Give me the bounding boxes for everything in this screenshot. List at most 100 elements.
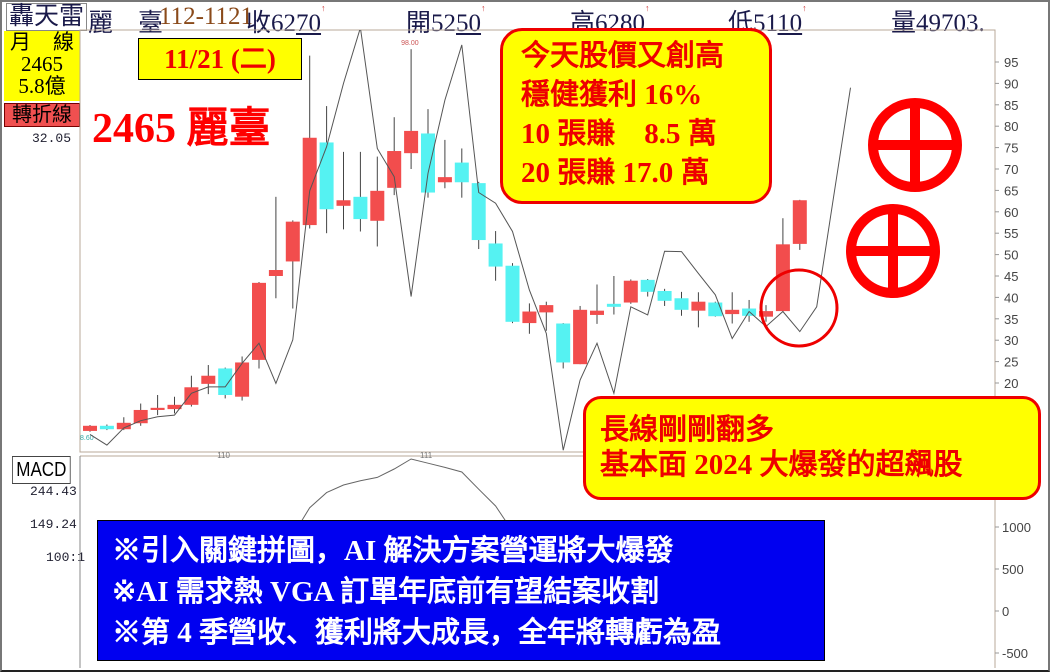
candle [404,49,419,169]
candle-body-up [201,375,216,384]
candle [759,305,773,322]
low-dec: 10 [777,10,803,37]
y-tick-label: 55 [1004,226,1018,241]
candle [708,301,723,317]
candle-body-up [167,404,182,410]
turning-line-path [89,30,851,451]
candle [573,305,588,365]
candle-body-down [99,425,114,430]
candle [725,292,740,324]
candle [387,117,402,196]
period-label-2: 線 [53,30,74,54]
low-price: 低5110↑ [728,3,807,37]
y-tick-label: 90 [1004,76,1018,91]
close-price: 收6270↑ [246,3,326,37]
y-tick-label: 60 [1004,205,1018,220]
candle-body-down [505,265,520,322]
trade-amount: 5.8億 [18,74,66,98]
price-label: 8.60 [80,435,94,442]
macd-value-1: 244.43 [30,484,77,499]
macd-tick-label: -500 [1002,646,1028,661]
date-label: 11/21 (二) [138,38,302,80]
y-tick-label: 70 [1004,162,1018,177]
price-label: 98.00 [401,40,419,47]
macd-value-2: 149.24 [30,517,77,532]
callout-line: 穩健獲利 16% [521,79,703,111]
candle [99,424,114,431]
profit-callout: 今天股價又創高 穩健獲利 16% 10 張賺 8.5 萬 20 張賺 17.0 … [500,28,772,204]
x-axis: 110 111 [217,451,433,460]
x-tick-label: 110 [217,451,230,460]
y-axis: 95 90 85 80 75 70 65 60 55 50 45 40 35 30 25 20 [995,55,1018,391]
candle-body-up [184,387,199,405]
candle-body-down [640,279,655,292]
candle [454,148,469,198]
y-tick-label: 20 [1004,376,1018,391]
candle [775,218,790,312]
macd-line [292,458,513,536]
candle-body-up [437,177,452,183]
y-tick-label: 85 [1004,98,1018,113]
y-tick-label: 35 [1004,312,1018,327]
x-tick-label: 111 [420,451,433,460]
callout-line: 今天股價又創高 [521,40,725,72]
news-line: ※第 4 季營收、獲利將大成長，全年將轉虧為盈 [112,617,722,649]
stock-code: 2465 [21,52,63,76]
candle [336,151,351,230]
candles: 98.00 8.60 [80,40,807,442]
candle [319,106,334,234]
news-line: ※引入關鍵拼圖，AI 解決方案營運將大爆發 [112,535,674,567]
candle-body-up [336,200,351,206]
candle [488,231,503,281]
candle [606,276,621,315]
candle [657,288,672,306]
candle-body-up [623,280,638,303]
stock-title: 2465 麗臺 [92,106,271,152]
turning-line [89,30,851,451]
candle [556,323,571,369]
y-tick-label: 30 [1004,333,1018,348]
candle [539,301,554,331]
candle [505,263,520,324]
y-tick-label: 65 [1004,183,1018,198]
macd-indicator-button[interactable]: MACD [12,456,71,484]
candle-body-up [404,130,419,154]
candle-body-down [319,142,334,210]
open-main: 52 [431,10,457,37]
candle [252,281,266,369]
candle [167,396,182,414]
quote-header: 轟天雷 麗 臺 112-1121 收6270↑ 開5250↑ 高6280↑ 低5… [4,3,1044,37]
candle-body-up [522,311,537,324]
candle [268,196,283,299]
candle-body-up [150,407,165,410]
candle-body-up [590,310,604,315]
candle [623,279,638,304]
candle-body-down [556,323,571,363]
candle [218,367,233,399]
candle-body-down [488,243,503,267]
volume-value: 49703. [916,10,985,37]
candle-body-up [302,137,317,226]
news-line: ※AI 需求熱 VGA 訂單年底前有望結案收割 [112,576,660,608]
callout-line: 10 張賺 8.5 萬 [521,118,717,150]
candle [522,303,537,334]
candle-body-up [268,270,283,276]
candle-body-up [792,200,807,244]
candle-body-up [83,425,97,431]
open-price: 開5250↑ [406,3,486,37]
candle-body-up [573,309,588,365]
macd-y-axis: 1000 500 0 -500 [995,520,1031,661]
candle-body-up [759,311,773,317]
open-label: 開 [406,10,432,37]
macd-tick-label: 500 [1002,562,1024,577]
y-tick-label: 95 [1004,55,1018,70]
macd-series [292,458,513,536]
y-tick-label: 75 [1004,141,1018,156]
callout-line: 基本面 2024 大爆發的超飆股 [600,449,963,481]
macd-ratio: 100:1 [46,550,86,565]
candle-body-down [606,303,621,307]
period-range: 112-1121 [159,3,253,30]
turning-line-value: 32.05 [32,131,72,146]
candle-body-up [775,244,790,312]
candle [437,139,452,189]
